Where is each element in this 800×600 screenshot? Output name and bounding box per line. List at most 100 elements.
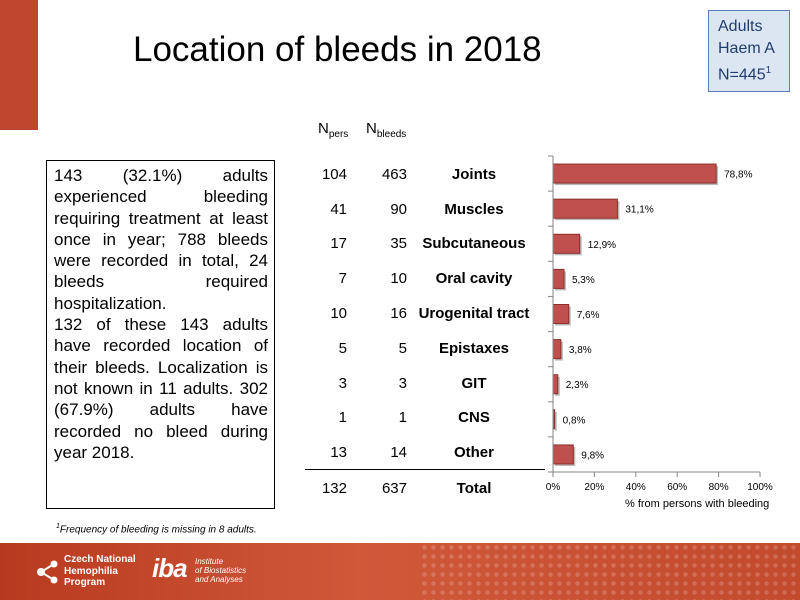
summary-paragraph-1: 143 (32.1%) adults experienced bleeding …: [54, 166, 268, 313]
info-footnote-mark: 1: [765, 65, 772, 76]
x-tick-label: 40%: [626, 482, 646, 493]
nbleeds-cell: 90: [390, 201, 407, 218]
bar-shadow: [555, 376, 560, 396]
iba-logo: iba Institute of Biostatistics and Analy…: [152, 551, 272, 593]
bar-value-label: 78,8%: [724, 170, 752, 181]
table-row: 13 14 Other: [305, 435, 545, 470]
iba-line-1: Institute: [195, 557, 224, 566]
iba-line-3: and Analyses: [195, 575, 243, 584]
bar-value-label: 12,9%: [588, 240, 616, 251]
bar-shadow: [555, 166, 719, 186]
location-cell: Urogenital tract: [418, 305, 530, 322]
info-n-value: N=445: [718, 66, 766, 84]
summary-text-box: 143 (32.1%) adults experienced bleeding …: [46, 160, 275, 509]
nbleeds-cell: 35: [390, 235, 407, 252]
table-row: 104 463 Joints: [305, 157, 545, 192]
location-cell: Subcutaneous: [422, 235, 526, 252]
iba-mark: iba: [152, 553, 188, 583]
table-row: 1 1 CNS: [305, 400, 545, 435]
header-npers-sub: pers: [328, 129, 349, 140]
npers-cell: 10: [330, 305, 347, 322]
table-row: 17 35 Subcutaneous: [305, 226, 545, 261]
cohort-info-box: Adults Haem A N=4451: [708, 10, 790, 92]
bar-value-label: 0,8%: [563, 415, 586, 426]
x-tick-label: 80%: [709, 482, 729, 493]
footer-band: [0, 543, 800, 600]
location-cell: Other: [453, 444, 494, 461]
bar-value-label: 7,6%: [577, 310, 600, 321]
bar-shadow: [555, 271, 566, 291]
nbleeds-cell: 16: [390, 305, 407, 322]
iba-logo-text: Institute of Biostatistics and Analyses: [195, 557, 246, 584]
nbleeds-cell: 1: [398, 409, 407, 426]
bar-shadow: [555, 236, 582, 256]
total-npers-cell: 132: [321, 480, 347, 497]
bar-value-label: 5,3%: [572, 275, 595, 286]
bar-urogenital-tract: [552, 304, 570, 324]
info-line-2: Haem A: [718, 40, 775, 57]
cnhp-line-2: Hemophilia: [64, 565, 118, 577]
footnote-text: Frequency of bleeding is missing in 8 ad…: [59, 524, 257, 536]
location-cell: Oral cavity: [435, 270, 513, 287]
bar-value-label: 2,3%: [566, 380, 589, 391]
x-tick-label: 100%: [747, 482, 773, 493]
total-label-cell: Total: [456, 480, 492, 497]
location-cell: CNS: [458, 409, 490, 426]
x-tick-label: 60%: [667, 482, 687, 493]
bar-shadow: [555, 201, 620, 221]
bar-value-label: 3,8%: [569, 345, 592, 356]
location-cell: Epistaxes: [438, 340, 510, 357]
nbleeds-cell: 14: [390, 444, 407, 461]
nbleeds-cell: 5: [398, 340, 407, 357]
npers-cell: 13: [330, 444, 347, 461]
nbleeds-cell: 463: [381, 166, 407, 183]
nbleeds-cell: 10: [390, 270, 407, 287]
bar-shadow: [555, 306, 571, 326]
table-row: 7 10 Oral cavity: [305, 261, 545, 296]
location-cell: GIT: [461, 375, 487, 392]
total-divider: [305, 469, 545, 470]
total-row: 132 637 Total: [305, 471, 545, 506]
page-title: Location of bleeds in 2018: [133, 30, 542, 69]
header-nbleeds-main: N: [366, 120, 377, 137]
footnote-mark: 1: [56, 523, 60, 530]
bar-git: [552, 374, 559, 395]
nbleeds-cell: 3: [398, 375, 407, 392]
npers-cell: 104: [321, 166, 347, 183]
bar-value-label: 31,1%: [625, 205, 653, 216]
summary-paragraph-2: 132 of these 143 adults have recorded lo…: [54, 315, 268, 462]
bar-epistaxes: [552, 339, 562, 360]
table-row: 10 16 Urogenital tract: [305, 296, 545, 331]
bar-subcutaneous: [552, 233, 581, 254]
bar-other: [552, 444, 574, 465]
table-row: 3 3 GIT: [305, 366, 545, 401]
header-nbleeds-sub: bleeds: [376, 129, 407, 140]
info-line-3: N=4451: [718, 60, 789, 86]
x-axis-title: % from persons with bleeding: [625, 498, 770, 510]
bar-muscles: [552, 198, 618, 219]
location-cell: Muscles: [444, 201, 504, 218]
bar-joints: [552, 163, 717, 184]
cnhp-logo-text: Czech National Hemophilia Program: [64, 554, 136, 589]
bar-shadow: [555, 341, 563, 361]
iba-line-2: of Biostatistics: [195, 566, 247, 575]
cnhp-line-1: Czech National: [64, 554, 136, 565]
x-tick-label: 0%: [546, 482, 561, 493]
bar-cns: [552, 409, 556, 430]
npers-cell: 7: [338, 270, 347, 287]
cnhp-line-3: Program: [64, 577, 106, 588]
header-npers-main: N: [318, 120, 329, 137]
bar-value-label: 9,8%: [581, 450, 604, 461]
table-row: 41 90 Muscles: [305, 192, 545, 227]
cnhp-logo: Czech National Hemophilia Program: [36, 553, 146, 593]
bar-shadow: [555, 446, 576, 466]
table-row: 5 5 Epistaxes: [305, 331, 545, 366]
bar-shadow: [555, 411, 557, 431]
header-nbleeds: Nbleeds: [366, 120, 406, 140]
npers-cell: 5: [338, 340, 347, 357]
footnote: 1Frequency of bleeding is missing in 8 a…: [56, 523, 257, 535]
location-cell: Joints: [451, 166, 497, 183]
info-line-1: Adults: [718, 18, 763, 35]
x-tick-label: 20%: [584, 482, 604, 493]
npers-cell: 41: [330, 201, 347, 218]
